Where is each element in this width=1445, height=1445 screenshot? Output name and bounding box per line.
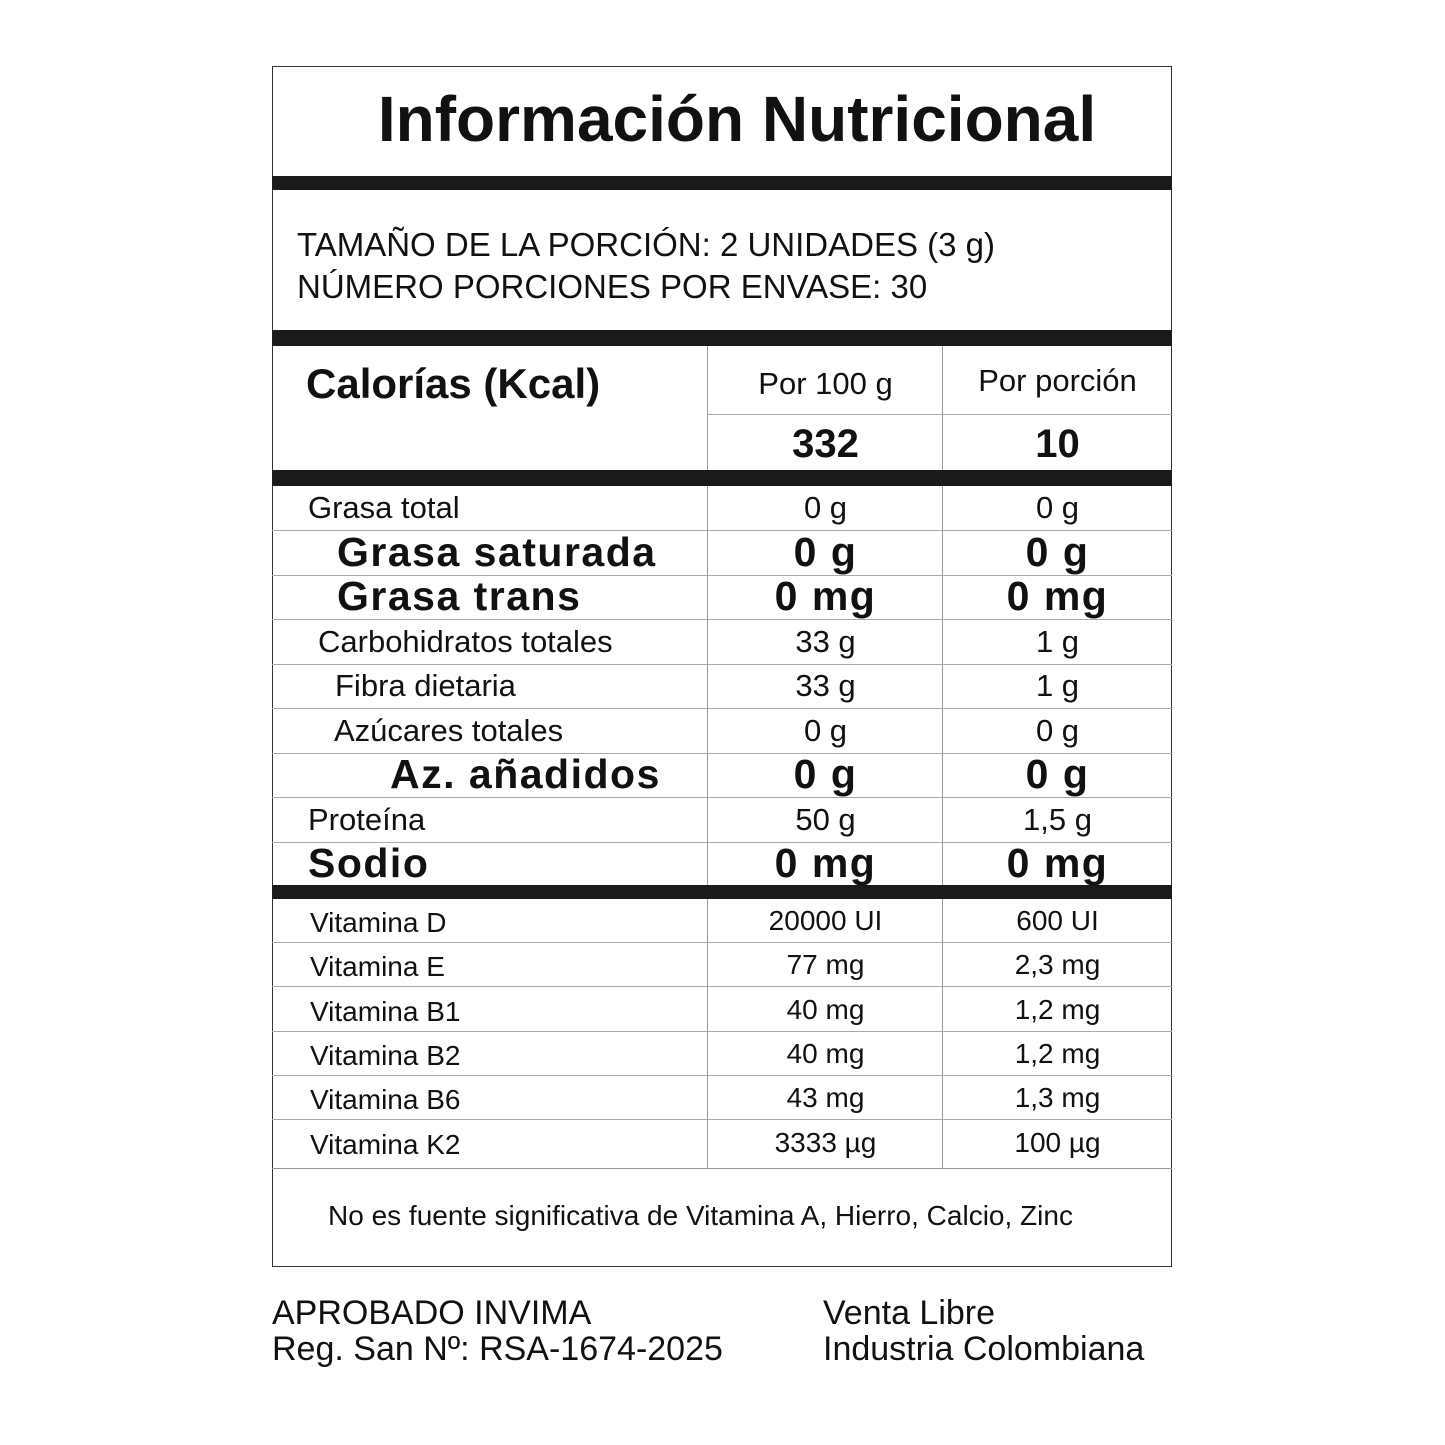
row-divider	[272, 942, 1172, 943]
nutrition-label	[272, 66, 1172, 1267]
nutrient-name: Proteína	[308, 801, 426, 837]
nutrient-per-portion: 0 g	[1035, 712, 1080, 748]
row-divider	[272, 574, 1172, 576]
vitamin-per-portion: 1,2 mg	[1014, 993, 1101, 1025]
row-divider	[272, 1074, 1172, 1076]
row-divider	[272, 708, 1172, 709]
divider	[272, 470, 1172, 486]
divider	[272, 176, 1172, 190]
divider	[272, 330, 1172, 346]
nutrient-per-100g: 0 g	[793, 751, 858, 797]
nutrient-name: Grasa trans	[337, 573, 582, 619]
nutrient-per-portion: 1,5 g	[1023, 801, 1092, 837]
nutrient-name: Sodio	[308, 840, 430, 886]
vitamin-name: Vitamina B6	[310, 1084, 461, 1116]
nutrient-name: Carbohidratos totales	[318, 623, 613, 659]
vitamin-name: Vitamina E	[310, 951, 445, 983]
vitamin-per-100g: 77 mg	[786, 949, 865, 981]
calories-per-100g: 332	[792, 422, 859, 466]
nutrient-name: Grasa total	[308, 490, 460, 525]
nutrient-name: Fibra dietaria	[335, 668, 516, 703]
nutrient-name: Az. añadidos	[390, 751, 661, 797]
nutrient-per-portion: 0 g	[1035, 490, 1080, 525]
calories-label: Calorías (Kcal)	[306, 360, 601, 407]
vitamin-name: Vitamina D	[310, 907, 447, 938]
vitamin-name: Vitamina B2	[310, 1039, 461, 1071]
row-divider	[272, 841, 1172, 843]
nutrient-per-100g: 0 mg	[774, 840, 877, 886]
origin-text: Industria Colombiana	[823, 1330, 1145, 1368]
vitamin-per-100g: 40 mg	[786, 993, 865, 1025]
vitamin-per-portion: 1,2 mg	[1014, 1037, 1101, 1069]
row-divider	[708, 414, 1172, 415]
nutrient-per-portion: 1 g	[1035, 668, 1080, 703]
nutrient-per-portion: 0 mg	[1006, 840, 1109, 886]
nutrient-name: Grasa saturada	[337, 528, 657, 575]
vitamin-per-100g: 3333 µg	[774, 1126, 877, 1158]
nutrient-per-portion: 0 g	[1025, 528, 1090, 575]
vitamin-per-100g: 40 mg	[786, 1037, 865, 1069]
nutrient-per-100g: 0 g	[803, 712, 848, 748]
calories-per-portion: 10	[1035, 422, 1080, 466]
row-divider	[272, 1168, 1172, 1169]
row-divider	[272, 619, 1172, 620]
nutrient-per-100g: 33 g	[795, 668, 856, 703]
row-divider	[272, 1030, 1172, 1032]
approval-text: APROBADO INVIMA	[272, 1294, 592, 1332]
vitamin-per-100g: 43 mg	[786, 1082, 865, 1114]
serving-size: TAMAÑO DE LA PORCIÓN: 2 UNIDADES (3 g)	[297, 226, 996, 263]
row-divider	[272, 1119, 1172, 1121]
row-divider	[272, 797, 1172, 798]
nutrient-per-100g: 0 g	[803, 490, 848, 525]
label-title: Información Nutricional	[377, 83, 1097, 155]
nutrient-name: Azúcares totales	[334, 712, 564, 748]
vitamin-per-portion: 2,3 mg	[1014, 949, 1101, 981]
row-divider	[272, 530, 1172, 531]
row-divider	[272, 663, 1172, 665]
vitamin-name: Vitamina K2	[310, 1128, 461, 1160]
nutrient-per-100g: 50 g	[795, 801, 856, 837]
row-divider	[272, 752, 1172, 754]
column-divider	[707, 346, 708, 1168]
divider	[272, 885, 1172, 899]
servings-per-container: NÚMERO PORCIONES POR ENVASE: 30	[297, 268, 928, 305]
row-divider	[272, 986, 1172, 988]
nutrient-per-portion: 1 g	[1035, 623, 1080, 659]
column-header-per-100g: Por 100 g	[758, 366, 893, 401]
footnote: No es fuente significativa de Vitamina A…	[328, 1200, 1073, 1231]
nutrient-per-portion: 0 mg	[1006, 573, 1109, 619]
column-header-per-portion: Por porción	[978, 363, 1137, 398]
vitamin-per-portion: 100 µg	[1014, 1126, 1101, 1158]
registration-number: Reg. San Nº: RSA-1674-2025	[272, 1330, 723, 1368]
nutrient-per-100g: 0 g	[793, 528, 858, 575]
vitamin-per-portion: 600 UI	[1016, 905, 1099, 936]
nutrient-per-portion: 0 g	[1025, 751, 1090, 797]
column-divider	[942, 346, 943, 1168]
vitamin-name: Vitamina B1	[310, 995, 461, 1027]
vitamin-per-100g: 20000 UI	[768, 905, 883, 936]
nutrient-per-100g: 0 mg	[774, 573, 877, 619]
nutrient-per-100g: 33 g	[795, 623, 856, 659]
sale-condition: Venta Libre	[823, 1294, 996, 1332]
vitamin-per-portion: 1,3 mg	[1014, 1082, 1101, 1114]
